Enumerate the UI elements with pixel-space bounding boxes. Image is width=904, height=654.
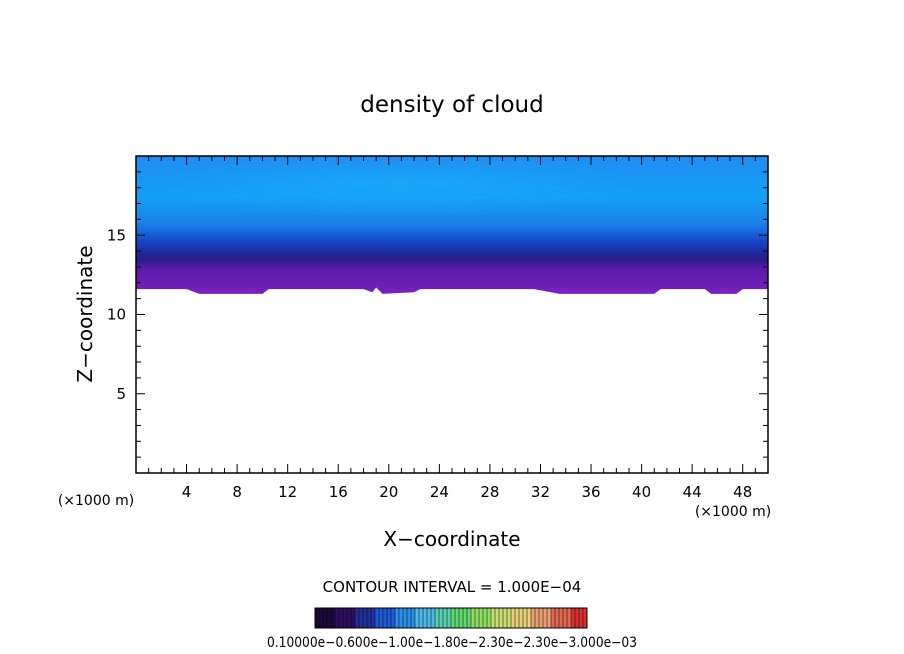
colorbar-cell bbox=[403, 608, 407, 628]
x-tick-label: 32 bbox=[531, 483, 550, 501]
colorbar-frame bbox=[314, 607, 588, 629]
colorbar-cell bbox=[451, 608, 455, 628]
colorbar-cell bbox=[503, 608, 507, 628]
colorbar-cell bbox=[355, 608, 359, 628]
x-tick-label: 28 bbox=[480, 483, 499, 501]
colorbar-cell bbox=[579, 608, 583, 628]
colorbar-cell bbox=[423, 608, 427, 628]
colorbar-cell bbox=[547, 608, 551, 628]
chart-title: density of cloud bbox=[360, 92, 543, 118]
colorbar-cell bbox=[523, 608, 527, 628]
x-tick-label: 24 bbox=[430, 483, 449, 501]
colorbar-labels: 0.10000e−0.600e−1.00e−1.80e−2.30e−2.30e−… bbox=[267, 635, 637, 651]
colorbar-cell bbox=[511, 608, 515, 628]
colorbar-cell bbox=[583, 608, 587, 628]
colorbar-cell bbox=[467, 608, 471, 628]
colorbar-cell bbox=[555, 608, 559, 628]
colorbar-cell bbox=[487, 608, 491, 628]
colorbar-cell bbox=[483, 608, 487, 628]
colorbar-cell bbox=[407, 608, 411, 628]
x-tick-label: 40 bbox=[632, 483, 651, 501]
x-tick-label: 4 bbox=[182, 483, 192, 501]
colorbar-cell bbox=[539, 608, 543, 628]
y-axis-ticks: 5 10 15 bbox=[107, 171, 768, 458]
colorbar-cell bbox=[519, 608, 523, 628]
colorbar-cell bbox=[315, 608, 319, 628]
colorbar-cell bbox=[371, 608, 375, 628]
colorbar-cell bbox=[535, 608, 539, 628]
colorbar-cell bbox=[491, 608, 495, 628]
colorbar bbox=[314, 608, 587, 628]
colorbar-cell bbox=[479, 608, 483, 628]
colorbar-cell bbox=[395, 608, 399, 628]
x-axis-label: X−coordinate bbox=[383, 527, 520, 551]
colorbar-cell bbox=[527, 608, 531, 628]
x-unit-right: (×1000 m) bbox=[695, 504, 771, 520]
colorbar-cell bbox=[531, 608, 535, 628]
x-unit-left: (×1000 m) bbox=[58, 493, 134, 509]
colorbar-cell bbox=[399, 608, 403, 628]
colorbar-cell bbox=[543, 608, 547, 628]
colorbar-cell bbox=[411, 608, 415, 628]
colorbar-cell bbox=[351, 608, 355, 628]
colorbar-cell bbox=[383, 608, 387, 628]
colorbar-cell bbox=[431, 608, 435, 628]
colorbar-cell bbox=[415, 608, 419, 628]
x-tick-label: 16 bbox=[329, 483, 348, 501]
colorbar-cell bbox=[339, 608, 343, 628]
colorbar-cell bbox=[551, 608, 555, 628]
colorbar-cell bbox=[323, 608, 327, 628]
colorbar-cell bbox=[575, 608, 579, 628]
x-tick-label: 12 bbox=[278, 483, 297, 501]
colorbar-cell bbox=[319, 608, 323, 628]
colorbar-cell bbox=[435, 608, 439, 628]
x-tick-label: 48 bbox=[733, 483, 752, 501]
colorbar-cell bbox=[359, 608, 363, 628]
x-tick-label: 44 bbox=[683, 483, 702, 501]
colorbar-cell bbox=[419, 608, 423, 628]
y-axis-label: Z−coordinate bbox=[73, 245, 97, 382]
colorbar-cell bbox=[515, 608, 519, 628]
x-tick-label: 8 bbox=[232, 483, 242, 501]
colorbar-cell bbox=[367, 608, 371, 628]
colorbar-cell bbox=[375, 608, 379, 628]
colorbar-cell bbox=[495, 608, 499, 628]
colorbar-cell bbox=[559, 608, 563, 628]
x-tick-label: 20 bbox=[379, 483, 398, 501]
colorbar-cell bbox=[391, 608, 395, 628]
colorbar-cell bbox=[343, 608, 347, 628]
colorbar-cell bbox=[347, 608, 351, 628]
colorbar-cell bbox=[387, 608, 391, 628]
colorbar-cell bbox=[475, 608, 479, 628]
colorbar-cell bbox=[499, 608, 503, 628]
colorbar-cell bbox=[567, 608, 571, 628]
y-tick-label: 10 bbox=[107, 306, 126, 324]
colorbar-cell bbox=[335, 608, 339, 628]
colorbar-cell bbox=[363, 608, 367, 628]
x-tick-label: 36 bbox=[581, 483, 600, 501]
colorbar-cell bbox=[463, 608, 467, 628]
contour-interval-text: CONTOUR INTERVAL = 1.000E−04 bbox=[323, 578, 582, 596]
plot-frame bbox=[135, 155, 769, 474]
x-axis-ticks: 4 8 12 16 20 24 28 32 36 40 44 48 bbox=[148, 156, 756, 501]
colorbar-cell bbox=[327, 608, 331, 628]
colorbar-cell bbox=[563, 608, 567, 628]
colorbar-cell bbox=[443, 608, 447, 628]
colorbar-cell bbox=[471, 608, 475, 628]
colorbar-cell bbox=[571, 608, 575, 628]
colorbar-cell bbox=[331, 608, 335, 628]
y-tick-label: 15 bbox=[107, 226, 126, 244]
y-tick-label: 5 bbox=[116, 385, 126, 403]
cloud-light-patch bbox=[150, 153, 650, 217]
colorbar-cell bbox=[459, 608, 463, 628]
colorbar-cell bbox=[439, 608, 443, 628]
colorbar-cell bbox=[455, 608, 459, 628]
colorbar-cell bbox=[379, 608, 383, 628]
colorbar-cell bbox=[427, 608, 431, 628]
colorbar-cell bbox=[507, 608, 511, 628]
colorbar-cell bbox=[447, 608, 451, 628]
